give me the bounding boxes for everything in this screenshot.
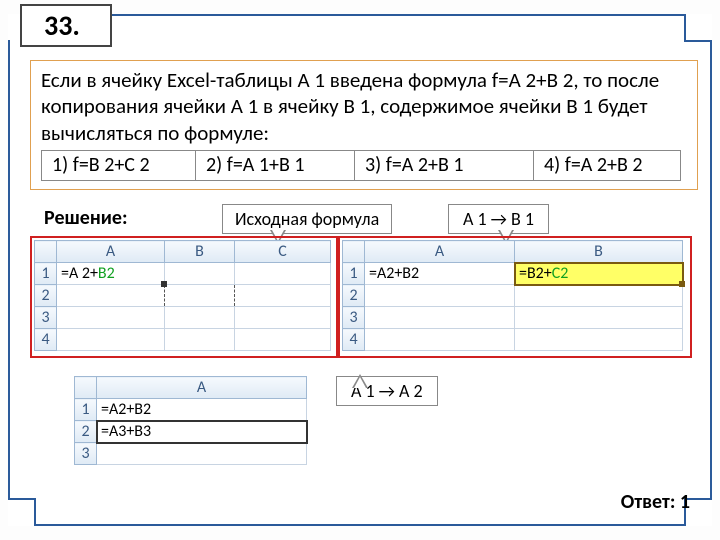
corner-cell [35,241,57,263]
cell [235,263,331,285]
col-header: A [97,377,307,399]
option-2: 2) f=A 1+B 1 [195,150,355,181]
cell [165,263,235,285]
question-box: Если в ячейку Excel-таблицы A 1 введена … [30,60,698,190]
row-header: 4 [343,329,365,351]
cell [235,307,331,329]
option-3: 3) f=A 2+B 1 [354,150,534,181]
col-header: C [235,241,331,263]
answer-options: 1) f=B 2+C 2 2) f=A 1+B 1 3) f=A 2+B 1 4… [41,150,687,181]
cell [515,307,683,329]
fill-handle-icon [161,281,167,287]
cell [57,307,165,329]
excel-table-a2: A 1 =A2+B2 2 =A3+B3 3 [74,376,307,465]
cell-a1: =A2+B2 [97,399,307,421]
cell [515,285,683,307]
cell [235,285,331,307]
row-header: 1 [343,263,365,285]
col-header: B [515,241,683,263]
cell [165,307,235,329]
cell [365,285,515,307]
row-header: 1 [35,263,57,285]
solution-label: Решение: [44,206,128,230]
question-text: Если в ячейку Excel-таблицы A 1 введена … [41,67,687,146]
cell-a1: =A 2+B2 [57,263,165,285]
cell [165,285,235,307]
cell [97,443,307,465]
row-header: 3 [35,307,57,329]
row-header: 2 [75,421,97,443]
row-header: 4 [35,329,57,351]
col-header: A [57,241,165,263]
cell [365,329,515,351]
formula-part: C2 [552,264,569,283]
corner-cell [343,241,365,263]
option-4: 4) f=A 2+B 2 [533,150,681,181]
question-number: 33. [20,4,112,47]
cell-a1: =A2+B2 [365,263,515,285]
row-header: 1 [75,399,97,421]
fill-handle-icon [679,281,685,287]
cell [57,285,165,307]
formula-part: B2 [98,264,115,283]
corner-cell [75,377,97,399]
answer-label: Ответ: 1 [621,490,690,514]
cell-b1: =B2+C2 [515,263,683,285]
option-1: 1) f=B 2+C 2 [41,150,196,181]
callout-tail-icon [352,374,368,388]
formula-part: =B2+ [519,264,552,283]
row-header: 3 [75,443,97,465]
callout-source-formula: Исходная формула [222,204,392,234]
cell [57,329,165,351]
row-header: 3 [343,307,365,329]
cell [365,307,515,329]
row-header: 2 [343,285,365,307]
cell-a2: =A3+B3 [97,421,307,443]
callout-a1-b1-text: A 1 → B 1 [463,208,534,230]
col-header: A [365,241,515,263]
cell [235,329,331,351]
cell [165,329,235,351]
row-header: 2 [35,285,57,307]
col-header: B [165,241,235,263]
cell [515,329,683,351]
excel-table-source: A B C 1 =A 2+B2 2 3 4 [34,240,331,351]
formula-part: =A 2+ [61,264,98,283]
excel-table-b1: A B 1 =A2+B2 =B2+C2 2 3 4 [342,240,683,351]
